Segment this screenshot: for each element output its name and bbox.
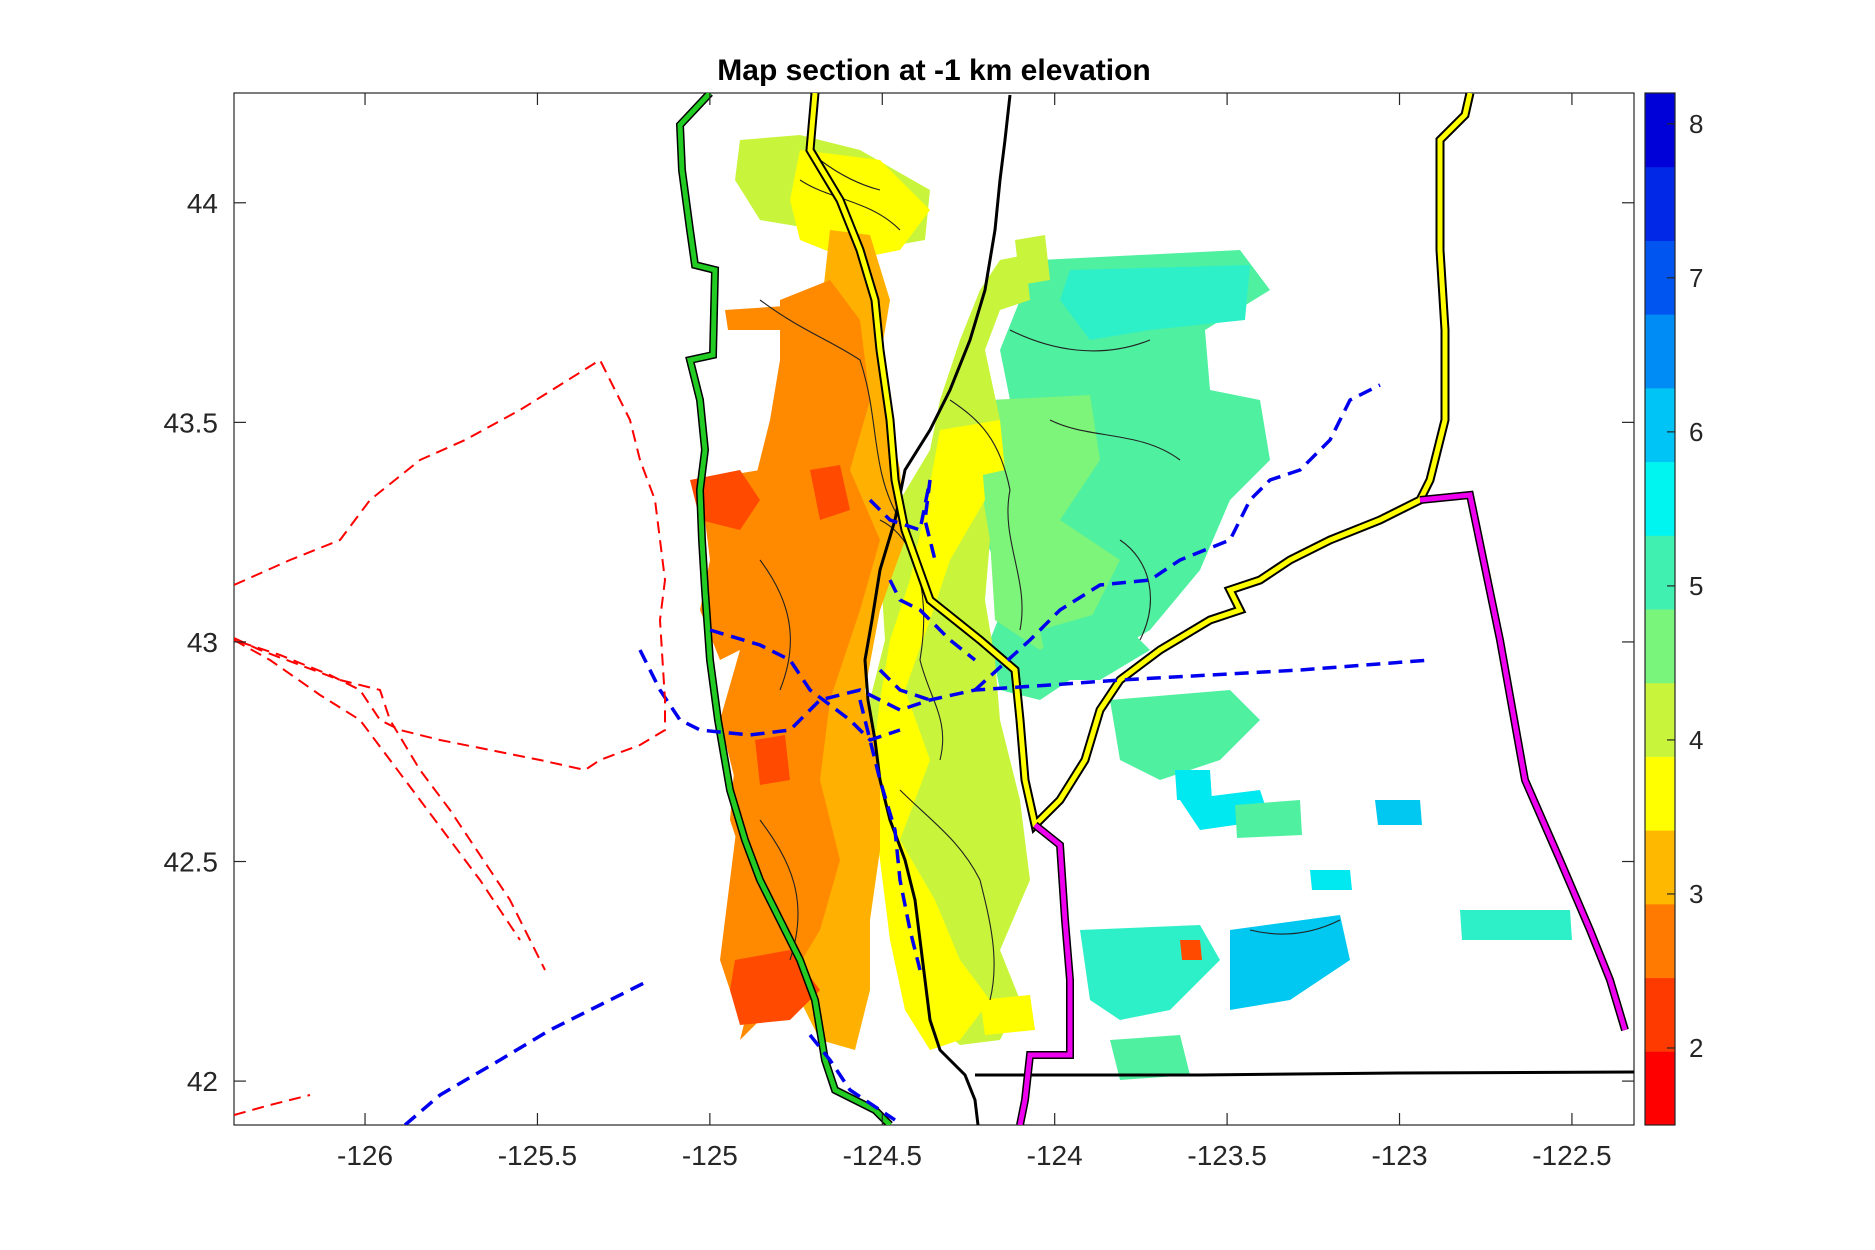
y-tick-label: 44 (187, 188, 218, 219)
x-tick-label: -124 (1027, 1140, 1083, 1171)
colorbar-segment (1645, 609, 1675, 684)
colorbar-segment (1645, 387, 1675, 463)
y-tick-label: 43.5 (164, 407, 219, 438)
colorbar-segment (1645, 830, 1675, 905)
y-tick-label: 43 (187, 627, 218, 658)
velocity-patch (870, 255, 1030, 1045)
velocity-patch (1310, 870, 1352, 890)
velocity-patch (725, 305, 805, 330)
x-tick-label: -123 (1371, 1140, 1427, 1171)
colorbar-segment (1645, 535, 1675, 610)
velocity-patch (1060, 265, 1250, 340)
colorbar-segment (1645, 314, 1675, 389)
x-tick-label: -126 (337, 1140, 393, 1171)
velocity-patch (980, 995, 1035, 1035)
colorbar-tick-label: 8 (1689, 109, 1703, 139)
colorbar-frame (1644, 92, 1676, 1126)
velocity-patch (730, 950, 820, 1025)
coastline (863, 94, 1634, 1125)
velocity-patch (870, 430, 990, 1050)
colorbar-tick-label: 7 (1689, 263, 1703, 293)
velocity-patch (975, 395, 1120, 650)
velocity-field (690, 135, 1572, 1080)
x-tick-label: -122.5 (1532, 1140, 1611, 1171)
colorbar-tick-label: 6 (1689, 417, 1703, 447)
velocity-patch (1375, 800, 1422, 825)
velocity-patch (1040, 610, 1150, 680)
colorbar-tick-label: 2 (1689, 1033, 1703, 1063)
colorbar-segment (1645, 756, 1675, 831)
velocity-patch (1180, 940, 1202, 960)
velocity-patch (1110, 1035, 1190, 1080)
velocity-patch (690, 470, 760, 530)
map-content (234, 93, 1634, 1125)
colorbar-segment (1645, 166, 1675, 241)
colorbar-tick-label: 3 (1689, 879, 1703, 909)
velocity-patch (1235, 800, 1302, 838)
colorbar-segment (1645, 682, 1675, 757)
velocity-patch (1175, 770, 1212, 800)
red-dashed-lines (234, 358, 667, 1116)
colorbar-tick-label: 5 (1689, 571, 1703, 601)
x-tick-label: -124.5 (843, 1140, 922, 1171)
colorbar: 2 3 4 5 6 7 8 (1644, 92, 1703, 1126)
map-title: Map section at -1 km elevation (717, 54, 1150, 87)
x-tick-label: -123.5 (1187, 1140, 1266, 1171)
y-tick-label: 42.5 (164, 847, 219, 878)
blue-dashed-lines (403, 383, 1431, 1125)
colorbar-tick-label: 4 (1689, 725, 1703, 755)
velocity-patch (755, 735, 790, 785)
colorbar-segment (1645, 461, 1675, 536)
y-tick-label: 42 (187, 1066, 218, 1097)
velocity-patch (1460, 910, 1572, 940)
colorbar-segment (1645, 1051, 1675, 1126)
colorbar-segment (1645, 903, 1675, 979)
colorbar-segment (1645, 977, 1675, 1052)
velocity-patch (1015, 235, 1050, 285)
velocity-patch (1110, 690, 1260, 780)
y-axis: 42 42.5 43 43.5 44 (164, 188, 1634, 1097)
x-tick-label: -125.5 (498, 1140, 577, 1171)
velocity-patch (810, 465, 850, 520)
x-tick-label: -125 (682, 1140, 738, 1171)
velocity-patch (730, 750, 820, 1040)
velocity-patch (1230, 915, 1350, 1010)
colorbar-segment (1645, 93, 1675, 168)
x-axis: -126 -125.5 -125 -124.5 -124 -123.5 -123 -122.5 (337, 93, 1612, 1171)
